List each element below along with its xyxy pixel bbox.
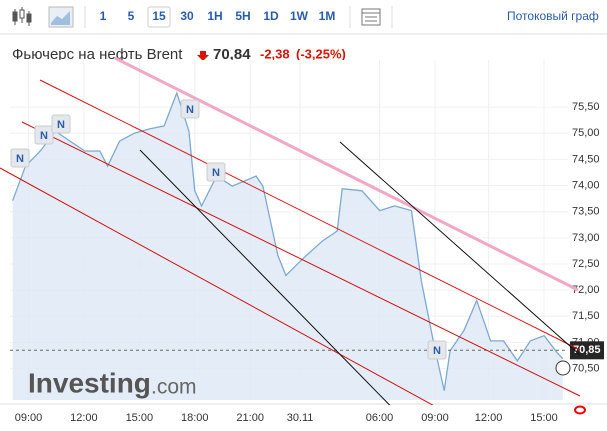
y-tick-label: 72,50 bbox=[572, 258, 600, 270]
x-tick-label: 15:00 bbox=[530, 412, 558, 424]
candle-icon[interactable] bbox=[12, 7, 32, 26]
x-tick-label: 18:00 bbox=[181, 412, 209, 424]
y-tick-label: 72,00 bbox=[572, 284, 600, 296]
news-marker bbox=[180, 99, 200, 119]
interval-button[interactable]: 1W bbox=[290, 9, 309, 23]
watermark: Investing bbox=[28, 367, 151, 398]
price-line bbox=[11, 91, 564, 391]
area-fill bbox=[12, 93, 563, 400]
area-icon[interactable] bbox=[48, 6, 74, 28]
current-price-label: 70,85 bbox=[573, 344, 601, 356]
y-tick-label: 71,50 bbox=[572, 310, 600, 322]
x-tick-label: 09:00 bbox=[15, 412, 43, 424]
y-tick-label: 74,50 bbox=[572, 153, 600, 165]
x-tick-label: 30.11 bbox=[287, 412, 314, 424]
x-tick-label: 12:00 bbox=[475, 412, 503, 424]
watermark: .com bbox=[151, 376, 197, 399]
news-marker bbox=[427, 340, 447, 360]
news-marker bbox=[10, 148, 30, 168]
channel-line bbox=[39, 79, 581, 351]
news-marker-label: N bbox=[433, 345, 441, 357]
down-arrow bbox=[197, 51, 209, 61]
drawings bbox=[0, 56, 581, 405]
change: -2,38 bbox=[260, 46, 290, 61]
trend-line bbox=[339, 141, 581, 356]
news-marker bbox=[206, 162, 226, 182]
current-price-box bbox=[570, 341, 604, 360]
price: 70,84 bbox=[213, 46, 251, 63]
trend-line bbox=[114, 56, 579, 292]
y-tick-label: 70,50 bbox=[572, 363, 600, 375]
interval-button[interactable]: 5H bbox=[235, 9, 250, 23]
x-tick-label: 06:00 bbox=[366, 412, 394, 424]
y-tick-label: 73,00 bbox=[572, 232, 600, 244]
trend-line bbox=[139, 149, 391, 405]
news-marker-label: N bbox=[40, 130, 48, 142]
x-tick-label: 21:00 bbox=[236, 412, 264, 424]
news-marker bbox=[51, 114, 71, 134]
news-marker-label: N bbox=[186, 104, 194, 116]
interval-button[interactable]: 1M bbox=[319, 9, 336, 23]
toolbar bbox=[0, 0, 607, 34]
x-tick-label: 09:00 bbox=[421, 412, 449, 424]
interval-button[interactable]: 1 bbox=[100, 9, 107, 23]
table-icon[interactable] bbox=[361, 8, 381, 26]
y-tick-label: 75,00 bbox=[572, 127, 600, 139]
stream-link[interactable]: Потоковый граф bbox=[507, 9, 599, 23]
interval-button[interactable]: 15 bbox=[152, 9, 166, 23]
y-tick-label: 75,50 bbox=[572, 101, 600, 113]
channel-line bbox=[0, 167, 434, 405]
interval-button[interactable]: 30 bbox=[180, 9, 194, 23]
news-marker bbox=[34, 125, 54, 145]
change-pct: (-3,25%) bbox=[296, 46, 346, 61]
channel-line bbox=[21, 121, 581, 397]
news-marker-label: N bbox=[212, 167, 220, 179]
news-marker-label: N bbox=[57, 119, 65, 131]
interval-button[interactable]: 1H bbox=[207, 9, 222, 23]
news-marker-label: N bbox=[16, 153, 24, 165]
instrument-title: Фьючерс на нефть Brent bbox=[12, 46, 183, 63]
interval-button[interactable]: 5 bbox=[128, 9, 135, 23]
x-tick-label: 15:00 bbox=[126, 412, 154, 424]
y-tick-label: 73,50 bbox=[572, 206, 600, 218]
scroll-button[interactable] bbox=[555, 360, 571, 376]
settings-icon[interactable] bbox=[574, 405, 586, 415]
x-tick-label: 12:00 bbox=[70, 412, 98, 424]
interval-button[interactable]: 1D bbox=[263, 9, 279, 23]
selected-interval bbox=[147, 6, 171, 28]
y-tick-label: 74,00 bbox=[572, 179, 600, 191]
